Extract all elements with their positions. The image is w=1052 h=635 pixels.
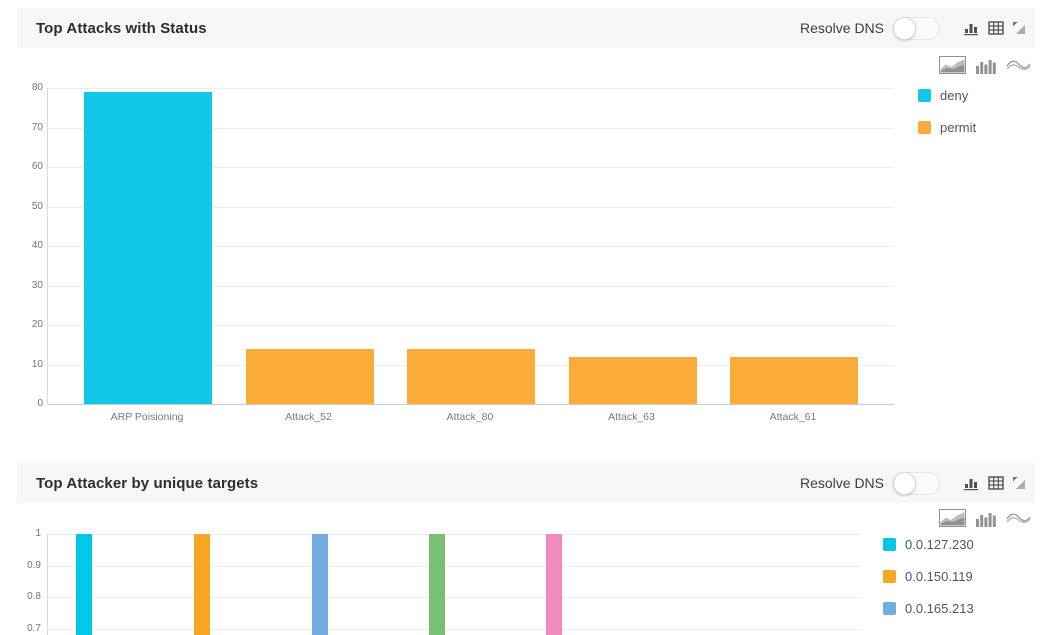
- gridline: [48, 206, 894, 208]
- toggle-knob[interactable]: [893, 16, 916, 40]
- legend-item[interactable]: permit: [918, 118, 976, 137]
- legend-swatch: [883, 538, 896, 551]
- legend-label: permit: [940, 120, 977, 135]
- area-chart-type-icon[interactable]: [939, 56, 966, 74]
- panel-title: Top Attacks with Status: [36, 19, 207, 37]
- y-axis-label: 60: [31, 161, 43, 172]
- gridline: [48, 325, 894, 326]
- bar-0-0-150-119[interactable]: [193, 534, 210, 635]
- gridline: [48, 246, 894, 247]
- area-chart-type-icon[interactable]: [939, 509, 966, 527]
- y-axis-label: 0.7: [27, 622, 41, 634]
- x-axis-label: Attack_63: [608, 411, 655, 423]
- x-axis-label: Attack_52: [285, 411, 332, 423]
- panel-header: Top Attacker by unique targets Resolve D…: [17, 463, 1035, 503]
- attacks-chart-legend: deny permit: [918, 86, 976, 150]
- attackers-chart-plot: [47, 534, 861, 635]
- toggle-knob[interactable]: [893, 471, 916, 495]
- bar-arp-poisioning[interactable]: [84, 91, 212, 404]
- legend-item[interactable]: 0.0.150.119: [883, 567, 974, 586]
- bar-attack-63[interactable]: [568, 356, 697, 404]
- y-axis-label: 70: [31, 121, 43, 133]
- y-axis-label: 0: [37, 398, 43, 409]
- column-chart-type-icon[interactable]: [975, 57, 997, 74]
- legend-label: 0.0.127.230: [905, 537, 974, 552]
- chart-type-toolbar: [930, 509, 1031, 527]
- chart-type-toolbar: [930, 56, 1031, 74]
- legend-item[interactable]: 0.0.127.230: [883, 535, 974, 554]
- y-axis-label: 30: [31, 279, 43, 291]
- panel-top-attacker-by-unique-targets: Top Attacker by unique targets Resolve D…: [17, 463, 1035, 635]
- bar-attack-61[interactable]: [730, 356, 858, 404]
- spline-chart-type-icon[interactable]: [1006, 58, 1031, 72]
- gridline: [48, 404, 894, 405]
- legend-item[interactable]: deny: [918, 86, 976, 105]
- attacks-chart-plot: [47, 88, 894, 405]
- gridline: [48, 127, 894, 129]
- legend-swatch: [883, 570, 896, 583]
- panel-header-controls: Resolve DNS: [799, 471, 1025, 495]
- panel-top-attacks-with-status: Top Attacks with Status Resolve DNS 0 10 2…: [17, 8, 1035, 438]
- column-chart-icon[interactable]: [963, 21, 979, 36]
- y-axis-label: 40: [31, 240, 43, 251]
- legend-swatch: [918, 89, 931, 102]
- attackers-chart-legend: 0.0.127.230 0.0.150.119 0.0.165.213: [883, 535, 974, 631]
- legend-item[interactable]: 0.0.165.213: [883, 599, 974, 618]
- resolve-dns-toggle[interactable]: [893, 16, 940, 40]
- y-axis-label: 50: [31, 200, 43, 212]
- y-axis-label: 80: [31, 82, 43, 93]
- spline-chart-type-icon[interactable]: [1006, 511, 1031, 525]
- x-axis-label: Attack_61: [769, 411, 817, 423]
- legend-label: 0.0.150.119: [905, 569, 973, 584]
- gridline: [48, 285, 894, 287]
- x-axis-label: Attack_80: [446, 411, 494, 423]
- resize-diagonal-icon[interactable]: [1013, 477, 1025, 489]
- legend-label: deny: [940, 88, 969, 103]
- column-chart-type-icon[interactable]: [975, 510, 997, 527]
- column-chart-icon[interactable]: [963, 476, 979, 491]
- y-axis-label: 1: [35, 528, 41, 539]
- gridline: [48, 565, 861, 567]
- gridline: [48, 167, 894, 168]
- table-icon[interactable]: [988, 21, 1004, 35]
- gridline: [48, 628, 861, 630]
- gridline: [48, 597, 861, 598]
- resize-diagonal-icon[interactable]: [1013, 22, 1025, 34]
- bar-attack-52[interactable]: [245, 348, 374, 404]
- table-icon[interactable]: [988, 476, 1004, 490]
- bar-0-0-165-213[interactable]: [311, 534, 328, 635]
- panel-header-controls: Resolve DNS: [799, 16, 1025, 40]
- resolve-dns-label: Resolve DNS: [799, 20, 884, 36]
- y-axis-label: 0.9: [27, 559, 41, 571]
- resolve-dns-label: Resolve DNS: [799, 475, 884, 491]
- bar-unlabeled[interactable]: [546, 534, 562, 635]
- bar-attack-80[interactable]: [407, 348, 535, 404]
- y-axis-label: 0.8: [27, 591, 41, 602]
- resolve-dns-toggle[interactable]: [893, 471, 940, 495]
- panel-header: Top Attacks with Status Resolve DNS: [17, 8, 1035, 48]
- panel-title: Top Attacker by unique targets: [36, 474, 259, 492]
- x-axis-label: ARP Poisioning: [110, 411, 184, 423]
- legend-swatch: [883, 602, 896, 615]
- gridline: [48, 88, 894, 89]
- gridline: [48, 534, 861, 535]
- bar-0-0-127-230[interactable]: [76, 534, 92, 635]
- bar-unlabeled[interactable]: [429, 534, 445, 635]
- legend-label: 0.0.165.213: [905, 601, 974, 616]
- y-axis-label: 10: [31, 358, 43, 370]
- y-axis-label: 20: [31, 319, 43, 330]
- legend-swatch: [918, 121, 931, 134]
